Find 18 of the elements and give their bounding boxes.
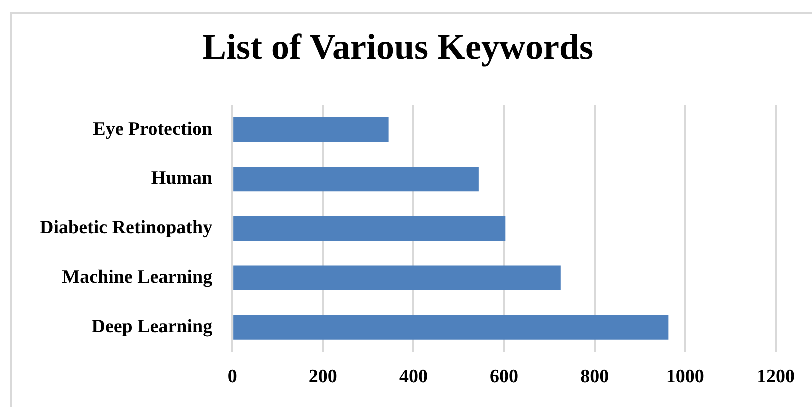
y-tick-label: Eye Protection	[93, 118, 214, 140]
x-tick-label: 1200	[757, 366, 795, 388]
bar	[234, 118, 389, 142]
y-tick-label: Machine Learning	[62, 267, 214, 288]
bar	[234, 166, 479, 192]
x-tick-label: 600	[490, 366, 519, 388]
x-tick-label: 0	[228, 366, 238, 388]
bar	[234, 216, 506, 242]
bar	[234, 266, 561, 290]
x-tick-label: 400	[399, 366, 428, 388]
y-tick-label: Deep Learning	[92, 316, 214, 338]
x-tick-label: 1000	[666, 366, 704, 388]
bar	[234, 315, 669, 340]
chart-title: List of Various Keywords	[202, 26, 594, 67]
y-tick-label: Human	[151, 168, 213, 190]
x-tick-label: 800	[580, 366, 610, 388]
y-tick-label: Diabetic Retinopathy	[40, 218, 214, 239]
x-tick-label: 200	[308, 366, 338, 388]
